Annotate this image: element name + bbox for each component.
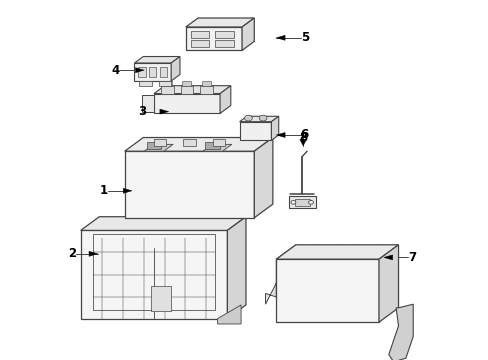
Polygon shape: [239, 116, 278, 122]
Bar: [215, 40, 233, 47]
Polygon shape: [81, 230, 227, 319]
Bar: [151, 286, 170, 311]
Text: 5: 5: [300, 31, 308, 44]
Text: 6: 6: [300, 129, 308, 141]
Polygon shape: [154, 86, 230, 94]
Text: 1: 1: [99, 184, 107, 197]
Polygon shape: [160, 109, 168, 114]
Text: 3: 3: [138, 105, 146, 118]
Bar: [163, 81, 171, 86]
Circle shape: [290, 201, 295, 204]
Polygon shape: [276, 132, 285, 138]
Bar: [212, 139, 224, 146]
Polygon shape: [276, 245, 398, 259]
Polygon shape: [254, 138, 272, 218]
Polygon shape: [81, 217, 245, 230]
Polygon shape: [220, 86, 230, 113]
Polygon shape: [227, 217, 245, 319]
Bar: [190, 31, 209, 38]
Circle shape: [259, 115, 266, 121]
Polygon shape: [89, 251, 98, 256]
Text: 8: 8: [299, 131, 306, 144]
Polygon shape: [185, 18, 254, 27]
Bar: [205, 142, 220, 149]
Polygon shape: [217, 305, 241, 324]
Bar: [139, 81, 151, 86]
Circle shape: [308, 201, 313, 204]
Bar: [190, 40, 209, 47]
Polygon shape: [378, 245, 398, 322]
Polygon shape: [388, 304, 412, 360]
Polygon shape: [134, 57, 180, 63]
Text: 2: 2: [67, 247, 76, 260]
Bar: [294, 199, 309, 206]
Polygon shape: [299, 139, 306, 146]
Bar: [183, 139, 195, 146]
Polygon shape: [242, 18, 254, 50]
Polygon shape: [124, 151, 254, 218]
Polygon shape: [135, 68, 144, 73]
Polygon shape: [265, 245, 295, 304]
Bar: [161, 86, 173, 94]
Polygon shape: [383, 255, 392, 260]
Bar: [149, 67, 156, 77]
Polygon shape: [288, 196, 315, 208]
Bar: [146, 142, 161, 149]
Bar: [215, 31, 233, 38]
Bar: [181, 86, 193, 94]
Bar: [160, 67, 167, 77]
Polygon shape: [203, 144, 231, 151]
Bar: [138, 67, 145, 77]
Text: 4: 4: [111, 64, 120, 77]
Polygon shape: [124, 138, 272, 151]
Text: 7: 7: [407, 251, 416, 264]
Polygon shape: [123, 188, 132, 193]
Polygon shape: [171, 57, 180, 81]
Polygon shape: [154, 94, 220, 113]
Bar: [154, 139, 166, 146]
Circle shape: [244, 115, 252, 121]
Bar: [202, 81, 210, 86]
Polygon shape: [239, 122, 271, 140]
Bar: [182, 81, 191, 86]
Polygon shape: [276, 35, 285, 40]
Bar: [159, 81, 171, 86]
Polygon shape: [271, 116, 278, 140]
Polygon shape: [142, 95, 154, 112]
Polygon shape: [185, 27, 242, 50]
Polygon shape: [134, 63, 171, 81]
Bar: [200, 86, 212, 94]
Polygon shape: [144, 144, 173, 151]
Polygon shape: [276, 259, 378, 322]
